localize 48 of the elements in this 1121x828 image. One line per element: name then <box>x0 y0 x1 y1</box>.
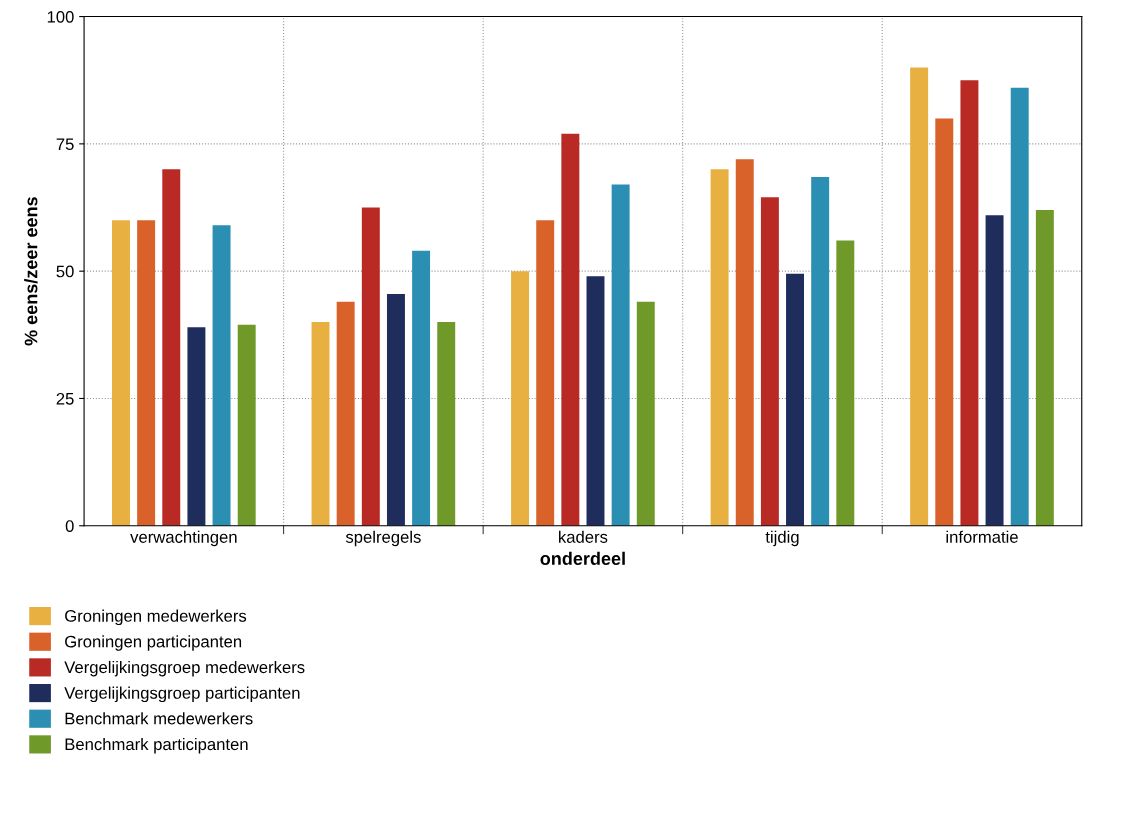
bar <box>1035 210 1054 526</box>
bar <box>536 220 555 526</box>
bar <box>760 197 779 526</box>
bar <box>935 118 954 526</box>
y-tick-label: 0 <box>65 520 74 532</box>
bar <box>137 220 156 526</box>
y-tick-label: 50 <box>56 265 74 278</box>
x-tick-label: spelregels <box>345 530 421 547</box>
bar <box>910 67 929 526</box>
y-axis-title: % eens/zeer eens <box>24 197 38 346</box>
bar <box>710 169 729 526</box>
y-tick-label: 25 <box>56 392 74 405</box>
x-tick-label: kaders <box>559 530 608 543</box>
bar <box>985 215 1004 526</box>
bar <box>786 273 805 526</box>
bar <box>336 301 355 526</box>
bar <box>511 271 530 526</box>
bar <box>836 240 855 526</box>
bar <box>237 324 256 526</box>
bar <box>412 250 431 526</box>
bar <box>212 225 231 526</box>
bar <box>361 207 380 526</box>
bar <box>811 176 830 526</box>
bar <box>561 133 580 526</box>
bar <box>636 301 655 526</box>
bar <box>586 276 605 526</box>
legend-label: Vergelijkingsgroep participanten <box>64 686 300 703</box>
bar <box>112 220 130 526</box>
bar <box>1010 87 1029 526</box>
x-tick-label: informatie <box>946 530 1018 543</box>
y-tick-label: 75 <box>56 138 74 151</box>
legend-label: Groningen medewerkers <box>65 609 247 626</box>
bar <box>162 169 181 526</box>
bar <box>735 159 754 526</box>
legend-label: Groningen participanten <box>65 635 242 651</box>
bar <box>960 80 979 526</box>
x-tick-label: tijdig <box>765 530 799 547</box>
bar <box>187 327 206 526</box>
bar <box>611 184 630 526</box>
x-axis-title: onderdeel <box>540 551 625 565</box>
x-tick-label: verwachtingen <box>130 530 237 547</box>
bar <box>386 294 405 526</box>
legend-label: Benchmark medewerkers <box>65 712 253 725</box>
legend-label: Vergelijkingsgroep medewerkers <box>64 660 305 677</box>
y-tick-label: 100 <box>47 10 74 23</box>
bar <box>311 322 330 526</box>
bar <box>437 322 456 526</box>
legend-label: Benchmark participanten <box>65 737 248 754</box>
